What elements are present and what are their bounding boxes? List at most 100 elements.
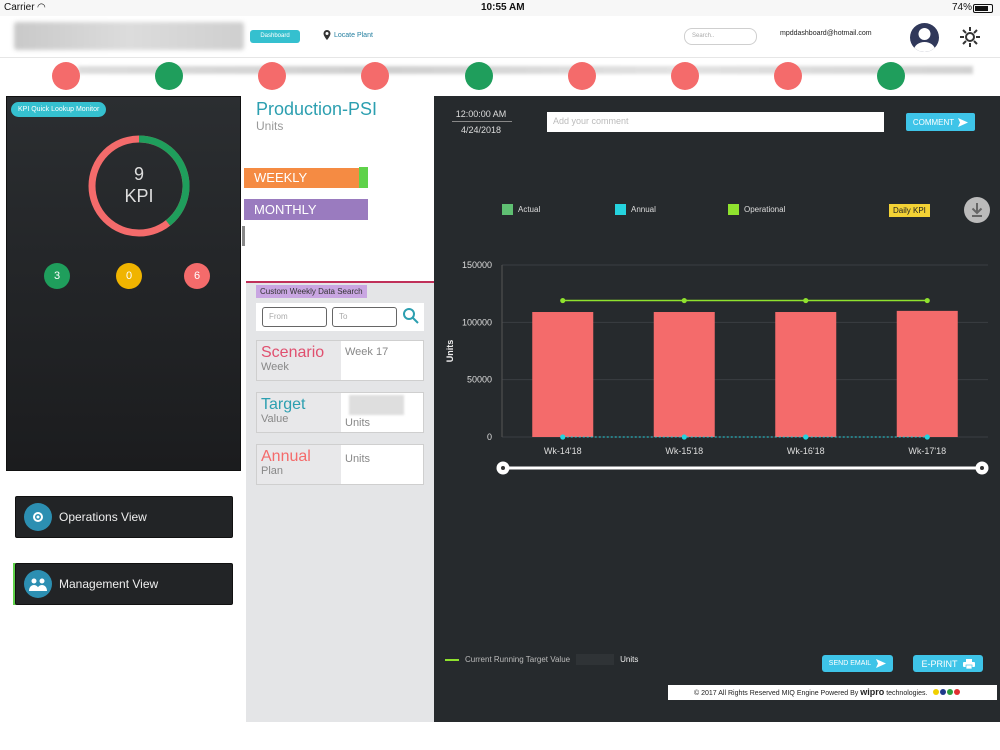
user-email: mpddashboard@hotmail.com xyxy=(780,30,872,37)
search-input[interactable]: Search.. xyxy=(684,28,757,45)
y-axis-label: Units xyxy=(445,340,455,363)
target-line-swatch xyxy=(445,658,459,661)
from-date-input[interactable]: From xyxy=(262,307,327,327)
current-running-label: Current Running Target Value xyxy=(465,655,571,664)
legend-actual-swatch xyxy=(502,204,513,215)
location-pin-icon xyxy=(323,30,331,40)
scenario-title: Scenario xyxy=(261,344,325,361)
bar-actual xyxy=(775,312,837,437)
current-running-target: Current Running Target Value Units xyxy=(445,654,638,665)
y-tick-label: 100000 xyxy=(462,317,492,327)
range-slider[interactable] xyxy=(496,461,989,475)
eprint-label: E-PRINT xyxy=(921,658,958,669)
bar-actual xyxy=(653,312,715,437)
footer: © 2017 All Rights Reserved MIQ Engine Po… xyxy=(668,685,997,700)
settings-gear-icon[interactable] xyxy=(959,26,981,48)
y-tick-label: 50000 xyxy=(467,375,492,385)
green-count-badge: 3 xyxy=(44,263,70,289)
locate-plant-label: Locate Plant xyxy=(334,31,373,39)
scenario-card: Scenario Week Week 17 xyxy=(256,340,424,381)
production-chart: 150000 100000 50000 0 Units Wk-14'18 Wk-15'18 W… xyxy=(445,260,988,456)
kpi-count: 9 xyxy=(133,164,144,184)
battery-percent: 74% xyxy=(952,2,973,13)
time-label: 12:00:00 AM xyxy=(455,109,507,119)
comment-input[interactable]: Add your comment xyxy=(547,112,884,132)
scenario-value: Week 17 xyxy=(345,346,389,358)
legend-annual: Annual xyxy=(615,204,656,215)
timestamp: 12:00:00 AM 4/24/2018 xyxy=(452,108,510,137)
annual-title: Annual xyxy=(261,448,311,465)
send-arrow-icon xyxy=(876,659,887,668)
kpi-status-dot[interactable] xyxy=(568,62,596,90)
footer-brand: wipro xyxy=(860,687,885,697)
kpi-status-dot[interactable] xyxy=(877,62,905,90)
kpi-status-dot[interactable] xyxy=(465,62,493,90)
search-icon[interactable] xyxy=(402,307,420,330)
dashboard-button[interactable]: Dashboard xyxy=(250,30,300,43)
kpi-monitor-label: KPI Quick Lookup Monitor xyxy=(11,102,107,117)
management-view-label: Management View xyxy=(59,577,159,591)
company-logo xyxy=(14,22,244,50)
kpi-label: KPI xyxy=(124,186,154,206)
footer-brand-suffix: technologies. xyxy=(884,690,928,697)
kpi-status-dot[interactable] xyxy=(258,62,286,90)
kpi-status-dot[interactable] xyxy=(52,62,80,90)
kpi-title: Production-PSI xyxy=(256,99,378,119)
target-value: Units xyxy=(345,417,371,429)
kpi-status-dot[interactable] xyxy=(361,62,389,90)
avatar[interactable] xyxy=(910,23,939,52)
monthly-tab[interactable]: MONTHLY xyxy=(244,199,368,220)
kpi-status-dot[interactable] xyxy=(155,62,183,90)
legend-operational-label: Operational xyxy=(744,205,786,214)
wipro-dot-icon xyxy=(947,689,954,695)
kpi-indicator-bar xyxy=(0,58,1000,96)
comment-button[interactable]: COMMENT xyxy=(906,113,975,131)
kpi-track xyxy=(78,66,973,74)
send-email-label: SEND EMAIL xyxy=(828,660,872,667)
point-operational xyxy=(803,297,809,304)
x-tick-label: Wk-14'18 xyxy=(544,446,582,456)
eprint-button[interactable]: E-PRINT xyxy=(913,655,983,672)
wipro-dot-icon xyxy=(940,689,947,695)
management-people-icon xyxy=(24,570,52,598)
target-card: Target Value Units xyxy=(256,392,424,433)
to-date-input[interactable]: To xyxy=(332,307,397,327)
y-tick-label: 150000 xyxy=(462,260,492,270)
kpi-status-dot[interactable] xyxy=(774,62,802,90)
app-header: Dashboard Locate Plant Search.. mpddashb… xyxy=(0,16,1000,58)
send-email-button[interactable]: SEND EMAIL xyxy=(822,655,893,672)
send-arrow-icon xyxy=(958,117,969,127)
operations-view-button[interactable]: Operations View xyxy=(15,496,233,538)
weekly-tab[interactable]: WEEKLY xyxy=(244,168,361,188)
target-sub: Value xyxy=(261,413,289,425)
x-tick-label: Wk-15'18 xyxy=(665,446,703,456)
annual-sub: Plan xyxy=(261,465,284,477)
point-annual xyxy=(803,434,809,440)
wifi-icon: ◠ xyxy=(37,2,46,13)
section-divider xyxy=(246,281,434,283)
download-icon[interactable] xyxy=(964,197,990,223)
panel-resize-handle[interactable] xyxy=(242,226,245,246)
red-count-badge: 6 xyxy=(184,263,210,289)
point-annual xyxy=(681,434,687,440)
bottom-strip xyxy=(0,722,1000,750)
legend-actual: Actual xyxy=(502,204,540,215)
daily-kpi-badge[interactable]: Daily KPI xyxy=(889,204,930,217)
current-running-units: Units xyxy=(620,655,639,664)
kpi-status-dot[interactable] xyxy=(671,62,699,90)
carrier-label: Carrier xyxy=(4,2,35,13)
management-view-button[interactable]: Management View xyxy=(15,563,233,605)
bar-actual xyxy=(532,312,594,437)
kpi-header-area xyxy=(246,96,434,282)
weekly-active-marker xyxy=(359,167,368,188)
point-operational xyxy=(560,297,566,304)
legend-operational: Operational xyxy=(728,204,785,215)
custom-search-label: Custom Weekly Data Search xyxy=(256,285,367,298)
footer-copyright: © 2017 All Rights Reserved MIQ Engine Po… xyxy=(694,690,861,697)
x-tick-label: Wk-17'18 xyxy=(908,446,946,456)
bar-actual xyxy=(896,310,958,437)
battery-icon xyxy=(973,4,993,13)
target-title: Target xyxy=(261,396,306,413)
status-bar: Carrier ◠ 10:55 AM 74% xyxy=(0,0,1000,16)
locate-plant-link[interactable]: Locate Plant xyxy=(323,30,373,40)
